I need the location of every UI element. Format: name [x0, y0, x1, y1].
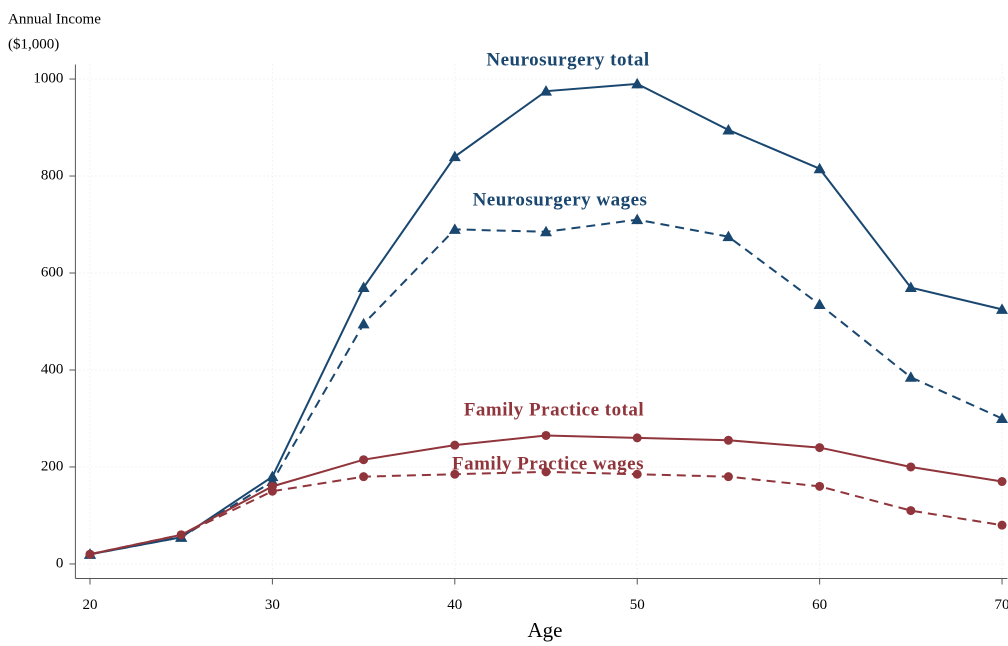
marker [448, 150, 461, 162]
y-tick-label: 600 [41, 264, 64, 280]
x-tick-label: 30 [265, 597, 280, 613]
y-axis-title: Annual Income [8, 11, 101, 27]
marker [997, 477, 1007, 487]
series-label: Family Practice total [464, 399, 644, 420]
marker [904, 371, 917, 382]
marker [996, 303, 1008, 314]
marker [813, 298, 826, 310]
marker [632, 433, 642, 443]
x-axis-title: Age [528, 618, 563, 642]
marker [357, 281, 370, 293]
marker [906, 506, 916, 516]
marker [540, 85, 553, 96]
marker [357, 317, 370, 329]
y-tick-label: 200 [41, 458, 64, 474]
marker [450, 440, 460, 450]
series-line [89, 82, 1003, 556]
series-label: Family Practice wages [452, 453, 644, 474]
marker [541, 430, 551, 440]
marker [631, 213, 644, 225]
marker [997, 520, 1007, 530]
marker [815, 443, 825, 453]
marker [996, 412, 1008, 423]
y-tick-label: 1000 [33, 70, 63, 86]
marker [722, 123, 735, 135]
y-axis-title: ($1,000) [8, 36, 59, 52]
marker [176, 530, 186, 540]
x-tick-label: 20 [82, 597, 97, 613]
x-tick-label: 40 [447, 597, 462, 613]
series-line [89, 218, 1003, 556]
y-tick-label: 400 [41, 361, 64, 377]
x-tick-label: 60 [812, 597, 827, 613]
marker [631, 77, 644, 89]
marker [540, 225, 553, 237]
marker [813, 162, 826, 174]
marker [723, 472, 733, 482]
marker [450, 469, 460, 479]
marker [815, 481, 825, 491]
marker [359, 455, 369, 465]
marker [906, 462, 916, 472]
marker [541, 467, 551, 477]
marker [448, 223, 461, 234]
marker [359, 472, 369, 482]
marker [722, 230, 735, 242]
x-tick-label: 70 [995, 597, 1008, 613]
marker [904, 281, 917, 293]
x-tick-label: 50 [630, 597, 645, 613]
series-label: Neurosurgery total [486, 49, 649, 70]
series-line [89, 470, 1003, 556]
y-tick-label: 800 [41, 167, 64, 183]
series-label: Neurosurgery wages [473, 189, 648, 210]
marker [723, 435, 733, 445]
marker [632, 469, 642, 479]
y-tick-label: 0 [56, 555, 64, 571]
marker [85, 549, 95, 559]
marker [267, 486, 277, 496]
